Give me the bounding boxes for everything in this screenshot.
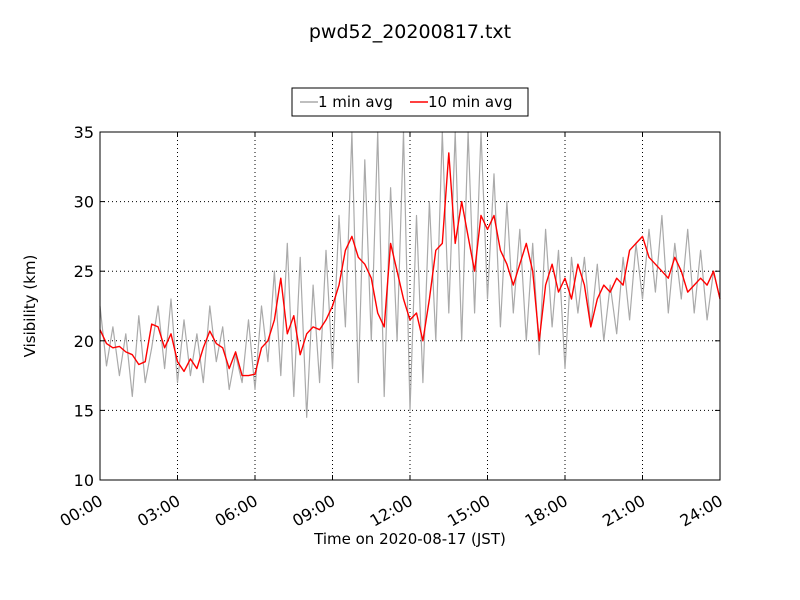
y-tick-label: 20: [74, 332, 94, 351]
chart-title: pwd52_20200817.txt: [309, 21, 511, 43]
series-line-10-min-avg: [99, 152, 721, 377]
grid-lines: [100, 132, 720, 480]
legend: 1 min avg 10 min avg: [291, 87, 529, 117]
y-tick-label: 25: [74, 262, 94, 281]
x-tick-label: 09:00: [289, 491, 338, 531]
x-tick-label: 12:00: [367, 491, 416, 531]
x-tick-label: 03:00: [134, 491, 183, 531]
x-axis-label: Time on 2020-08-17 (JST): [313, 530, 506, 548]
x-tick-label: 00:00: [57, 491, 106, 531]
y-axis-label: Visibility (km): [21, 255, 39, 358]
x-tick-label: 15:00: [444, 491, 493, 531]
y-tick-label: 10: [74, 471, 94, 490]
series-layer: [99, 131, 721, 418]
y-tick-label: 35: [74, 123, 94, 142]
x-tick-labels: 00:00 03:00 06:00 09:00 12:00 15:00 18:00 21:00…: [57, 491, 726, 531]
legend-label-1-min-avg: 1 min avg: [318, 93, 393, 111]
series-line-1-min-avg: [99, 131, 721, 418]
x-tick-label: 06:00: [212, 491, 261, 531]
y-tick-label: 30: [74, 193, 94, 212]
x-tick-label: 24:00: [677, 491, 726, 531]
x-tick-label: 18:00: [522, 491, 571, 531]
y-tick-label: 15: [74, 401, 94, 420]
axis-ticks: [99, 131, 721, 481]
y-tick-labels: 10 15 20 25 30 35: [74, 123, 94, 490]
x-tick-label: 21:00: [599, 491, 648, 531]
legend-label-10-min-avg: 10 min avg: [428, 93, 513, 111]
